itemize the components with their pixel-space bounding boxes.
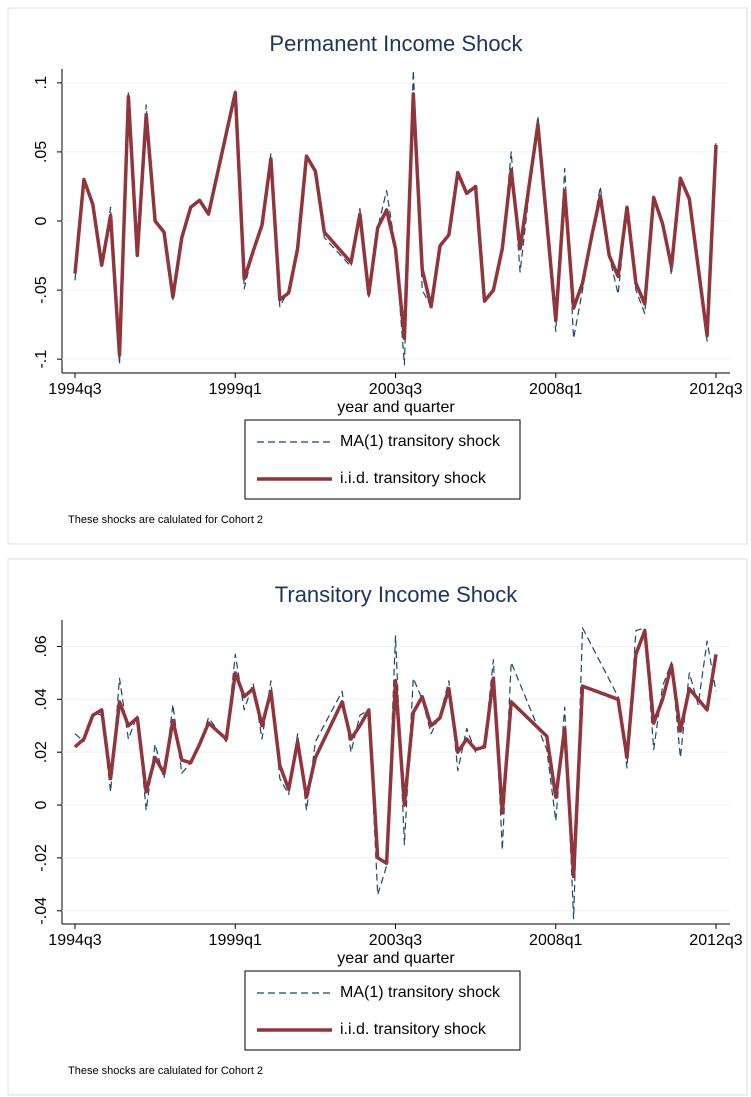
- x-axis-label: year and quarter: [337, 950, 455, 967]
- y-tick-label: .02: [33, 741, 50, 763]
- x-axis-label: year and quarter: [337, 399, 455, 416]
- legend-label: i.i.d. transitory shock: [340, 470, 487, 487]
- legend-label: i.i.d. transitory shock: [340, 1021, 487, 1038]
- x-tick-label: 1994q3: [48, 381, 101, 398]
- note: These shocks are calulated for Cohort 2: [68, 514, 263, 526]
- legend: [244, 970, 521, 1051]
- y-tick-label: .1: [33, 76, 50, 89]
- y-tick-label: 0: [33, 216, 50, 225]
- x-tick-label: 2003q3: [369, 932, 422, 949]
- y-tick-label: -.02: [33, 844, 50, 872]
- x-tick-label: 1999q1: [209, 381, 262, 398]
- y-tick-label: 0: [33, 800, 50, 809]
- x-tick-label: 2003q3: [369, 381, 422, 398]
- y-tick-label: .04: [33, 688, 50, 710]
- x-tick-label: 2012q3: [689, 381, 742, 398]
- series-line: [73, 628, 718, 879]
- y-tick-label: -.1: [33, 350, 50, 369]
- y-tick-label: .05: [33, 141, 50, 163]
- x-tick-label: 2008q1: [529, 932, 582, 949]
- legend-label: MA(1) transitory shock: [340, 433, 501, 450]
- y-tick-label: .06: [33, 635, 50, 657]
- chart-title: Transitory Income Shock: [275, 582, 518, 607]
- x-tick-label: 1994q3: [48, 932, 101, 949]
- x-tick-label: 2012q3: [689, 932, 742, 949]
- series-line: [73, 90, 718, 357]
- chart-title: Permanent Income Shock: [269, 31, 523, 56]
- note: These shocks are calulated for Cohort 2: [68, 1065, 263, 1077]
- x-tick-label: 1999q1: [209, 932, 262, 949]
- x-tick-label: 2008q1: [529, 381, 582, 398]
- legend: [244, 419, 521, 500]
- legend-label: MA(1) transitory shock: [340, 984, 501, 1001]
- y-tick-label: -.04: [33, 897, 50, 925]
- y-tick-label: -.05: [33, 276, 50, 304]
